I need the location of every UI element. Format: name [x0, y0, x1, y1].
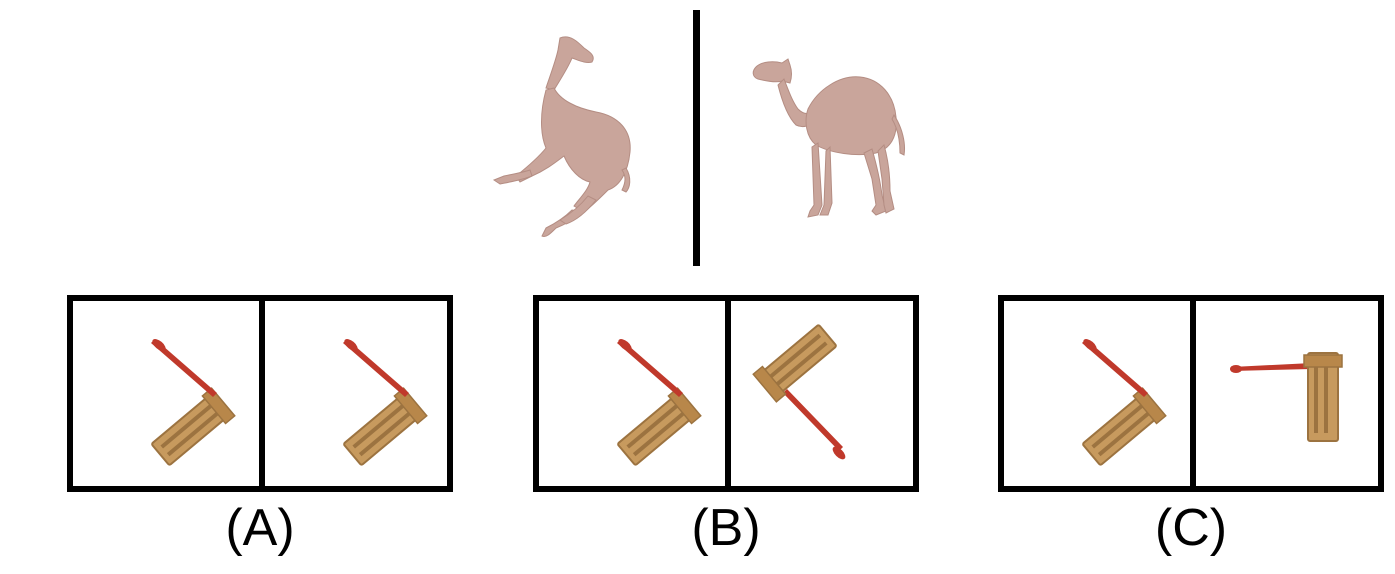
option-a-right-view — [265, 301, 451, 486]
rattle-icon — [343, 339, 428, 466]
option-b-label: (B) — [691, 499, 761, 557]
option-a-panel[interactable] — [67, 295, 453, 492]
camel-rotated-figure — [492, 36, 631, 237]
option-b-right-view — [731, 301, 917, 486]
option-c-panel[interactable] — [998, 295, 1384, 492]
option-c-label: (C) — [1154, 499, 1228, 557]
reference-camel-upright — [748, 55, 913, 225]
rattle-icon — [752, 324, 846, 460]
option-c-right-view — [1196, 301, 1382, 486]
camel-upright-figure — [752, 58, 905, 218]
rattle-icon — [1230, 352, 1343, 442]
option-c-left-view — [1004, 301, 1190, 486]
option-a-left-view — [73, 301, 259, 486]
rattle-icon — [617, 339, 702, 466]
option-b-panel[interactable] — [533, 295, 919, 492]
option-c-divider — [1190, 301, 1196, 486]
rattle-icon — [1082, 339, 1167, 466]
option-a-divider — [259, 301, 265, 486]
option-a-label: (A) — [225, 499, 295, 557]
option-b-left-view — [539, 301, 725, 486]
reference-divider — [693, 10, 700, 266]
rattle-icon — [151, 339, 236, 466]
reference-camel-rotated — [480, 30, 650, 245]
option-b-divider — [725, 301, 731, 486]
